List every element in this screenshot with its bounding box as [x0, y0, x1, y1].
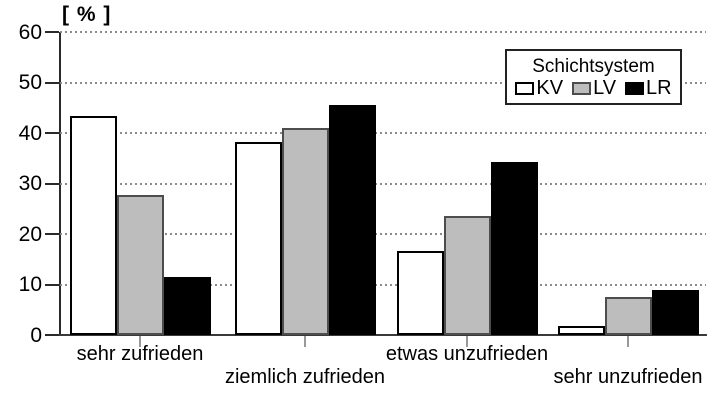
bar-KV-0 [69, 116, 117, 335]
legend-swatch-LR [625, 81, 645, 95]
x-axis-tick-2 [466, 336, 468, 347]
legend-box: Schichtsystem KV LV LR [505, 49, 682, 105]
x-axis-line [59, 334, 707, 336]
y-axis-tick-20 [45, 233, 59, 235]
y-axis-tick-label-20: 20 [18, 222, 42, 246]
y-axis-tick-30 [45, 182, 59, 185]
gridline-10 [60, 283, 706, 286]
y-axis-tick-60 [45, 31, 59, 33]
y-axis-tick-label-60: 60 [18, 20, 42, 44]
y-axis-tick-10 [45, 283, 59, 286]
legend-swatch-LV [572, 81, 592, 95]
bar-LR-3 [651, 289, 699, 335]
y-axis-tick-50 [45, 81, 59, 84]
bar-LR-0 [163, 277, 211, 335]
y-axis-tick-label-10: 10 [18, 273, 42, 296]
x-axis-category-label-1: ziemlich zufrieden [224, 366, 386, 388]
bar-KV-2 [396, 251, 444, 335]
x-axis-category-label-3: sehr unzufrieden [553, 366, 703, 388]
bar-LV-1 [281, 127, 329, 335]
legend-swatch-KV [515, 81, 535, 95]
bar-LR-2 [490, 162, 538, 335]
legend-label-LV: LV [593, 77, 617, 99]
y-axis-tick-label-50: 50 [18, 71, 42, 94]
bar-LR-1 [328, 104, 376, 335]
legend-item-KV: KV [515, 78, 563, 98]
x-axis-tick-1 [304, 336, 306, 347]
y-axis-tick-label-30: 30 [18, 172, 42, 195]
y-axis-unit-label: [ % ] [62, 3, 112, 26]
bar-LV-0 [116, 194, 164, 335]
gridline-30 [60, 182, 706, 185]
x-axis-category-label-2: etwas unzufrieden [385, 343, 549, 365]
gridline-60 [60, 31, 706, 33]
x-axis-tick-0 [139, 336, 141, 347]
bar-KV-3 [557, 325, 605, 335]
bar-LV-3 [604, 296, 652, 335]
y-axis-tick-label-0: 0 [30, 323, 42, 347]
x-axis-tick-3 [627, 336, 629, 347]
legend-title: Schichtsystem [532, 56, 655, 77]
bar-KV-1 [234, 142, 282, 335]
y-axis-tick-label-40: 40 [18, 121, 42, 145]
y-axis-tick-0 [45, 334, 59, 336]
gridline-20 [60, 233, 706, 235]
x-axis-category-label-0: sehr zufrieden [76, 343, 204, 365]
legend-item-LV: LV [572, 78, 616, 98]
gridline-40 [60, 132, 706, 134]
y-axis-tick-40 [45, 132, 59, 134]
legend-label-KV: KV [536, 77, 564, 99]
legend-item-LR: LR [625, 78, 672, 98]
bar-LV-2 [443, 216, 491, 335]
legend-items-row: KV LV LR [515, 78, 672, 98]
legend-label-LR: LR [646, 77, 672, 99]
gridline-50 [60, 81, 706, 84]
